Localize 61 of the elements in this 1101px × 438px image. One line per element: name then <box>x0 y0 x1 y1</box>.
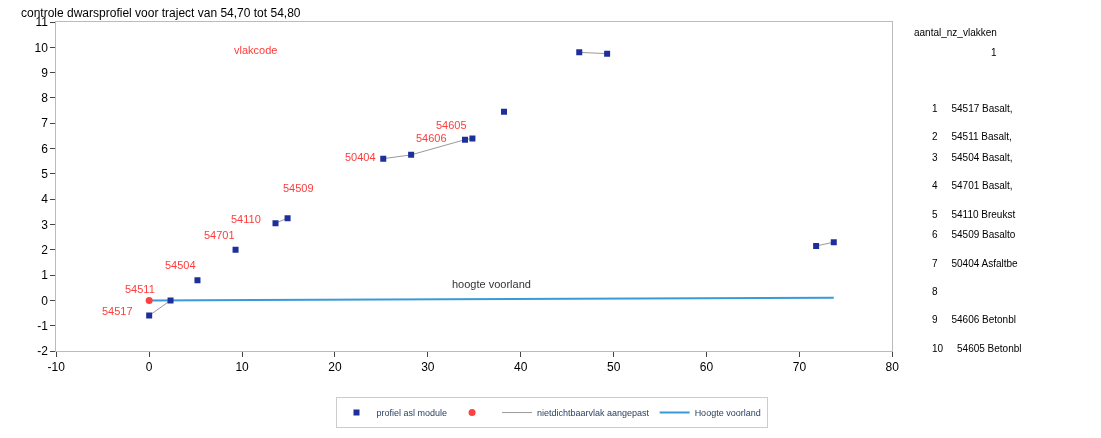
text: 8 <box>932 286 938 297</box>
text: aantal_nz_vlakken <box>914 27 997 38</box>
y-tick-label: 5 <box>41 167 49 182</box>
annotation: 54511 <box>125 283 155 295</box>
text: 1 54517 Basalt, <box>932 103 1013 114</box>
point <box>830 239 837 246</box>
annotation: 54605 <box>436 119 467 131</box>
x-tick-label: 80 <box>885 360 900 375</box>
point <box>232 246 239 253</box>
x-tick-label: 30 <box>421 360 435 375</box>
y-tick-label: 7 <box>41 116 49 131</box>
point <box>146 312 153 319</box>
text: 1 <box>991 47 997 58</box>
y-tick-label: -2 <box>37 344 49 359</box>
y-tick-label: 2 <box>41 242 49 257</box>
point <box>194 277 201 284</box>
x-tick-label: -10 <box>47 360 66 375</box>
text: 9 54606 Betonbl <box>932 314 1016 325</box>
point <box>145 296 153 304</box>
text: 7 50404 Asfaltbe <box>932 258 1019 269</box>
point <box>272 220 279 227</box>
annotation: 54606 <box>416 132 447 144</box>
text: 6 54509 Basalto <box>932 229 1016 240</box>
annotation: 54517 <box>102 305 133 317</box>
annotation: vlakcode <box>234 44 278 56</box>
annotation: 54110 <box>231 213 261 225</box>
x-tick-label: 50 <box>606 360 621 375</box>
legend-label: Hoogte voorland <box>694 408 761 419</box>
y-tick-label: -1 <box>37 318 49 333</box>
y-tick-label: 0 <box>41 293 49 308</box>
x-tick-label: 20 <box>328 360 342 375</box>
y-tick-label: 6 <box>41 141 49 156</box>
legend-label: profiel asl module <box>376 408 448 419</box>
point <box>284 215 291 222</box>
text: 2 54511 Basalt, <box>932 131 1012 142</box>
y-tick-label: 4 <box>41 192 49 207</box>
text: 4 54701 Basalt, <box>932 180 1013 191</box>
y-tick-label: 10 <box>34 40 49 55</box>
text: 3 54504 Basalt, <box>932 152 1013 163</box>
y-tick-label: 8 <box>41 91 49 106</box>
point <box>813 242 820 249</box>
annotation: 54701 <box>204 229 235 241</box>
y-tick-label: 1 <box>41 268 49 283</box>
x-tick-label: 70 <box>792 360 807 375</box>
point <box>501 108 508 115</box>
x-tick-label: 60 <box>699 360 714 375</box>
text: 10 54605 Betonbl <box>932 343 1022 354</box>
y-tick-label: 9 <box>41 65 49 80</box>
point <box>576 49 583 56</box>
annotation: 54509 <box>283 182 314 194</box>
point <box>167 297 174 304</box>
text: 5 54110 Breukst <box>932 209 1016 220</box>
annotation: 50404 <box>345 151 376 163</box>
annotation: 54504 <box>165 259 196 271</box>
point <box>604 50 611 57</box>
x-tick-label: 10 <box>235 360 250 375</box>
legend-label: nietdichtbaarvlak aangepast <box>537 408 650 419</box>
annotation: hoogte voorland <box>452 278 531 290</box>
x-tick-label: 0 <box>145 360 153 375</box>
y-tick-label: 3 <box>41 217 49 232</box>
x-tick-label: 40 <box>514 360 528 375</box>
